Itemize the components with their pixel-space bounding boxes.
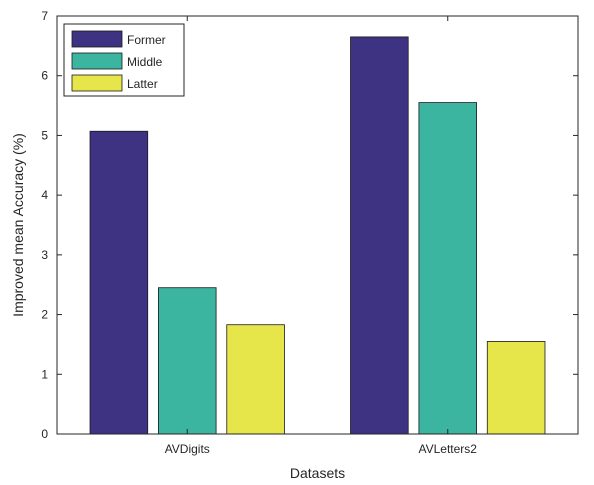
legend-label-former: Former bbox=[127, 33, 166, 47]
y-axis-label: Improved mean Accuracy (%) bbox=[10, 133, 26, 317]
axes-layer bbox=[56, 15, 579, 435]
legend-label-middle: Middle bbox=[127, 55, 163, 69]
y-tick-label: 6 bbox=[41, 69, 48, 83]
legend-swatch-middle bbox=[71, 52, 123, 70]
y-tick-label: 0 bbox=[41, 427, 48, 441]
y-tick-label: 3 bbox=[41, 248, 48, 262]
bar-latter-avletters2 bbox=[486, 341, 546, 435]
y-ticks: 0 1 2 3 4 5 6 7 bbox=[41, 9, 578, 441]
bars-layer bbox=[89, 36, 546, 435]
legend-label-latter: Latter bbox=[127, 77, 158, 91]
x-axis-label: Datasets bbox=[290, 465, 345, 481]
legend-swatch-latter bbox=[71, 74, 123, 92]
legend-swatch-former bbox=[71, 30, 123, 48]
y-tick-label: 4 bbox=[41, 188, 48, 202]
bar-former-avletters2 bbox=[350, 36, 409, 435]
bar-middle-avletters2 bbox=[418, 102, 478, 435]
y-tick-label: 7 bbox=[41, 9, 48, 23]
bar-middle-avdigits bbox=[157, 287, 217, 435]
y-tick-label: 1 bbox=[41, 367, 48, 381]
x-tick-label: AVLetters2 bbox=[419, 442, 478, 456]
plot-frame bbox=[56, 15, 579, 435]
y-tick-label: 2 bbox=[41, 308, 48, 322]
y-tick-label: 5 bbox=[41, 128, 48, 142]
x-tick-label: AVDigits bbox=[165, 442, 210, 456]
bar-latter-avdigits bbox=[226, 324, 285, 435]
legend: Former Middle Latter bbox=[63, 23, 185, 97]
x-ticks: AVDigits AVLetters2 bbox=[165, 16, 478, 456]
bar-former-avdigits bbox=[89, 130, 149, 435]
